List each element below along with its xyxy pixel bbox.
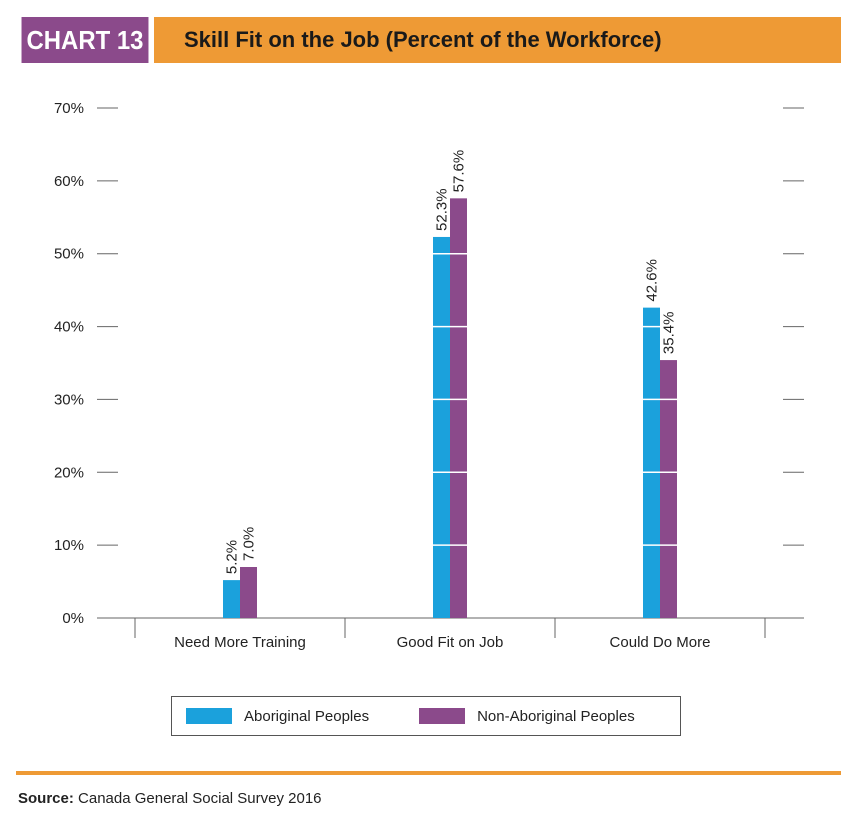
bar xyxy=(433,236,450,618)
x-category-label: Good Fit on Job xyxy=(397,634,504,651)
source-note: Source: Canada General Social Survey 201… xyxy=(18,790,322,807)
bar xyxy=(223,580,240,618)
source-label: Source: xyxy=(18,790,74,807)
bar-data-label: 7.0% xyxy=(241,527,258,561)
legend-label-non-aboriginal: Non-Aboriginal Peoples xyxy=(477,707,635,725)
y-tick-label: 70% xyxy=(54,100,84,117)
x-category-label: Need More Training xyxy=(174,634,306,651)
chart-header: CHART 13 Skill Fit on the Job (Percent o… xyxy=(16,17,841,63)
bar-chart: 0% 10% 20% 30% 40% 50% 60% 70% Need More Trainin… xyxy=(54,100,804,651)
bar xyxy=(660,360,677,618)
chart-legend: Aboriginal Peoples Non-Aboriginal People… xyxy=(171,696,681,736)
bar xyxy=(240,567,257,618)
legend-item-non-aboriginal: Non-Aboriginal Peoples xyxy=(419,708,635,725)
y-tick-label: 30% xyxy=(54,391,84,408)
bar-data-label: 5.2% xyxy=(224,540,241,574)
chart-number-label: CHART 13 xyxy=(26,24,144,55)
bar xyxy=(643,307,660,618)
bar-data-label: 52.3% xyxy=(434,188,451,231)
footer-rule xyxy=(16,771,841,775)
x-category-label: Could Do More xyxy=(610,634,711,651)
chart-title: Skill Fit on the Job (Percent of the Wor… xyxy=(184,27,662,52)
y-tick-label: 60% xyxy=(54,173,84,190)
y-tick-label: 10% xyxy=(54,537,84,554)
bar-data-label: 57.6% xyxy=(451,150,468,193)
y-tick-label: 50% xyxy=(54,246,84,263)
bar-data-label: 42.6% xyxy=(644,259,661,302)
y-tick-label: 20% xyxy=(54,464,84,481)
legend-swatch-non-aboriginal xyxy=(419,708,466,724)
bar xyxy=(450,198,467,618)
legend-swatch-aboriginal xyxy=(186,708,232,724)
chart-title-bar: Skill Fit on the Job (Percent of the Wor… xyxy=(154,17,841,63)
chart-number-tag: CHART 13 xyxy=(21,17,149,63)
source-text: Canada General Social Survey 2016 xyxy=(78,790,322,807)
bar-data-label: 35.4% xyxy=(661,312,678,355)
legend-item-aboriginal: Aboriginal Peoples xyxy=(186,708,369,725)
y-tick-label: 40% xyxy=(54,319,84,336)
legend-label-aboriginal: Aboriginal Peoples xyxy=(244,707,370,725)
y-tick-label: 0% xyxy=(62,610,84,627)
